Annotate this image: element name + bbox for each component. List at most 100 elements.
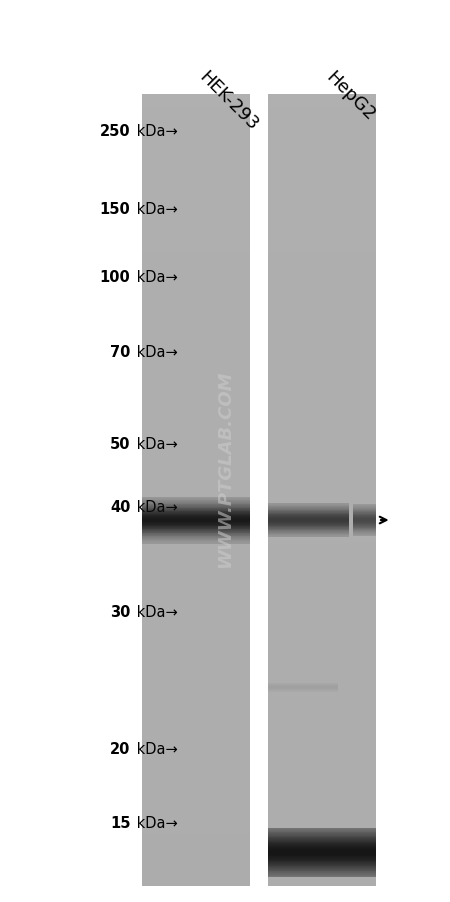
Text: kDa→: kDa→ — [132, 202, 178, 216]
Bar — [268, 411, 376, 424]
Bar — [142, 266, 250, 280]
Bar — [142, 794, 250, 806]
Bar — [142, 517, 250, 529]
Bar — [142, 253, 250, 266]
Bar — [268, 95, 376, 108]
Bar — [268, 385, 376, 398]
Bar — [142, 860, 250, 872]
Bar — [142, 529, 250, 543]
Bar — [268, 517, 376, 529]
Bar — [142, 147, 250, 161]
Bar — [142, 385, 250, 398]
Bar — [142, 280, 250, 292]
Bar — [142, 214, 250, 226]
Bar — [268, 174, 376, 187]
Text: kDa→: kDa→ — [132, 345, 178, 359]
Text: kDa→: kDa→ — [132, 500, 178, 514]
Text: 150: 150 — [100, 202, 130, 216]
Text: 70: 70 — [110, 345, 130, 359]
Bar — [142, 345, 250, 358]
Bar — [142, 649, 250, 662]
Bar — [268, 635, 376, 649]
Text: kDa→: kDa→ — [132, 437, 178, 451]
Bar — [268, 464, 376, 477]
Bar — [142, 424, 250, 437]
Bar — [142, 240, 250, 253]
Bar — [142, 121, 250, 134]
Bar — [268, 860, 376, 872]
Bar — [268, 754, 376, 767]
Bar — [142, 292, 250, 306]
Bar — [142, 411, 250, 424]
Bar — [142, 595, 250, 609]
Bar — [142, 583, 250, 595]
Bar — [142, 741, 250, 754]
Bar — [142, 306, 250, 318]
Bar — [268, 121, 376, 134]
Bar — [268, 161, 376, 174]
Text: kDa→: kDa→ — [132, 815, 178, 830]
Bar — [142, 200, 250, 214]
Bar — [268, 108, 376, 121]
Bar — [268, 701, 376, 714]
Bar — [142, 95, 250, 108]
Bar — [268, 147, 376, 161]
Bar — [268, 240, 376, 253]
Bar — [142, 358, 250, 372]
Bar — [268, 253, 376, 266]
Bar — [142, 701, 250, 714]
Bar — [142, 688, 250, 701]
Bar — [268, 714, 376, 728]
Bar — [268, 490, 376, 503]
Bar — [142, 609, 250, 622]
Bar — [268, 557, 376, 569]
Bar — [142, 728, 250, 741]
Bar — [268, 187, 376, 200]
Text: 30: 30 — [110, 604, 130, 619]
Bar — [268, 451, 376, 464]
Bar — [268, 266, 376, 280]
Bar — [142, 767, 250, 780]
Bar — [268, 806, 376, 820]
Bar — [142, 187, 250, 200]
Bar — [268, 95, 376, 886]
Text: WWW.PTGLAB.COM: WWW.PTGLAB.COM — [216, 371, 234, 567]
Bar — [142, 477, 250, 490]
Bar — [268, 872, 376, 886]
Bar — [142, 174, 250, 187]
Text: kDa→: kDa→ — [132, 124, 178, 139]
Bar — [142, 662, 250, 675]
Bar — [268, 609, 376, 622]
Bar — [268, 345, 376, 358]
Text: 50: 50 — [110, 437, 130, 451]
Bar — [142, 490, 250, 503]
Bar — [142, 714, 250, 728]
Text: 40: 40 — [110, 500, 130, 514]
Bar — [268, 372, 376, 385]
Bar — [142, 372, 250, 385]
Bar — [142, 226, 250, 240]
Text: 250: 250 — [100, 124, 130, 139]
Bar — [268, 583, 376, 595]
Bar — [142, 622, 250, 635]
Bar — [268, 649, 376, 662]
Bar — [268, 622, 376, 635]
Bar — [142, 503, 250, 517]
Bar — [142, 543, 250, 557]
Bar — [142, 872, 250, 886]
Bar — [268, 226, 376, 240]
Bar — [268, 846, 376, 860]
Bar — [142, 161, 250, 174]
Bar — [268, 728, 376, 741]
Bar — [268, 833, 376, 846]
Bar — [142, 437, 250, 451]
Text: 20: 20 — [110, 741, 130, 756]
Bar — [268, 741, 376, 754]
Bar — [268, 306, 376, 318]
Bar — [268, 820, 376, 833]
Bar — [268, 477, 376, 490]
Bar — [268, 569, 376, 583]
Bar — [142, 675, 250, 688]
Bar — [142, 318, 250, 332]
Bar — [142, 332, 250, 345]
